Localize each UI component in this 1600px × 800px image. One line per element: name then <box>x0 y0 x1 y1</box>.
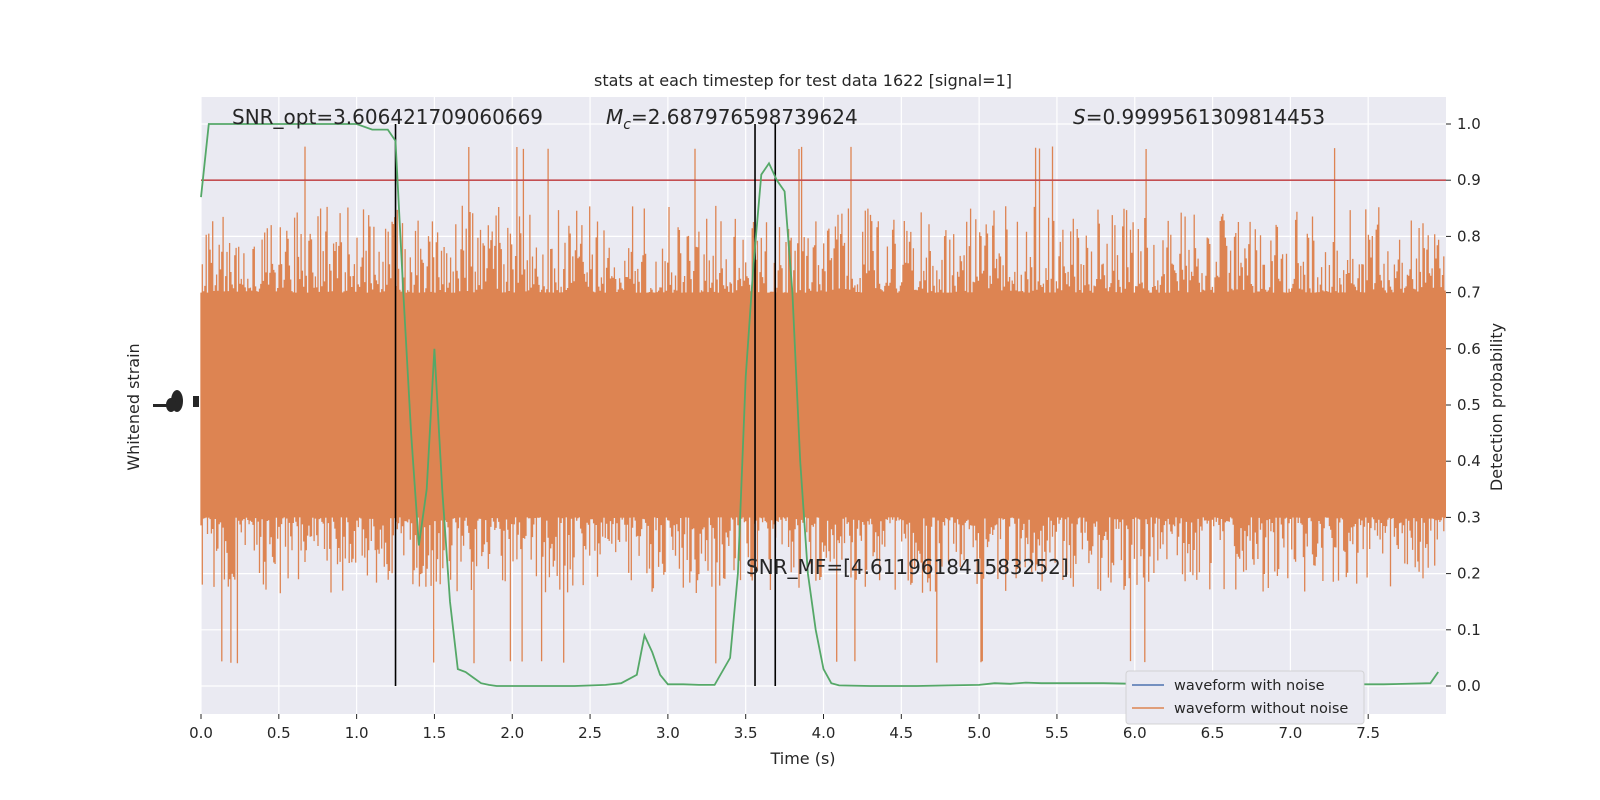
x-tick-label: 2.0 <box>500 724 524 742</box>
event-lines <box>394 124 777 686</box>
x-tick-label: 1.5 <box>423 724 447 742</box>
y-tick-label: 0.1 <box>1457 621 1481 639</box>
x-tick-label: 4.0 <box>812 724 836 742</box>
x-tick-label: 3.5 <box>734 724 758 742</box>
x-tick-label: 5.5 <box>1045 724 1069 742</box>
x-tick-label: 7.5 <box>1356 724 1380 742</box>
y-right-axis-ticks: 0.0 0.1 0.2 0.3 0.4 0.5 0.6 0.7 0.8 0.9 1.0 <box>1446 115 1481 695</box>
y-axis-left-label: Whitened strain <box>124 343 143 470</box>
x-axis-ticks: 0.0 0.5 1.0 1.5 2.0 2.5 3.0 3.5 4.0 4.5 5.0 5.5 6.0 6… <box>189 714 1380 742</box>
legend: waveform with noise waveform without noi… <box>1125 670 1365 725</box>
strain-waveform <box>200 146 1446 664</box>
x-tick-label: 4.5 <box>889 724 913 742</box>
x-tick-label: 0.5 <box>267 724 291 742</box>
snr-opt-annotation: SNR_opt=3.606421709060669 <box>232 105 543 129</box>
y-axis-right-label: Detection probability <box>1487 323 1506 491</box>
chirp-mass-annotation: Mc=2.687976598739624 <box>606 105 858 133</box>
chart-title: stats at each timestep for test data 162… <box>594 71 1012 90</box>
y-tick-label: 0.2 <box>1457 565 1481 583</box>
x-tick-label: 1.0 <box>345 724 369 742</box>
x-tick-label: 6.5 <box>1201 724 1225 742</box>
x-tick-label: 3.0 <box>656 724 680 742</box>
y-tick-label: 0.5 <box>1457 396 1481 414</box>
detection-probability-line <box>200 123 1439 687</box>
legend-box <box>1125 670 1365 725</box>
y-tick-label: 0.3 <box>1457 508 1481 526</box>
legend-label-without-noise: waveform without noise <box>1174 701 1348 717</box>
y-tick-label: 1.0 <box>1457 115 1481 133</box>
x-tick-label: 5.0 <box>967 724 991 742</box>
x-tick-label: 7.0 <box>1278 724 1302 742</box>
legend-label-with-noise: waveform with noise <box>1174 678 1325 694</box>
strain-trace <box>200 146 1446 664</box>
x-tick-label: 0.0 <box>189 724 213 742</box>
y-left-axis-ticks <box>153 390 199 412</box>
x-axis-label: Time (s) <box>769 749 835 768</box>
x-tick-label: 2.5 <box>578 724 602 742</box>
snr-mf-annotation: SNR_MF=[4.611961841583252] <box>746 555 1069 579</box>
y-tick-label: 0.0 <box>1457 677 1481 695</box>
y-tick-label: 0.7 <box>1457 284 1481 302</box>
x-tick-label: 6.0 <box>1123 724 1147 742</box>
y-tick-label: 0.6 <box>1457 340 1481 358</box>
y-tick-label: 0.9 <box>1457 171 1481 189</box>
y-left-tick-labels <box>153 404 167 407</box>
y-left-tick-labels <box>166 398 176 412</box>
y-tick-label: 0.8 <box>1457 227 1481 245</box>
s-annotation: S=0.9999561309814453 <box>1073 105 1325 129</box>
y-left-tick-marks <box>193 396 199 407</box>
y-tick-label: 0.4 <box>1457 452 1481 470</box>
